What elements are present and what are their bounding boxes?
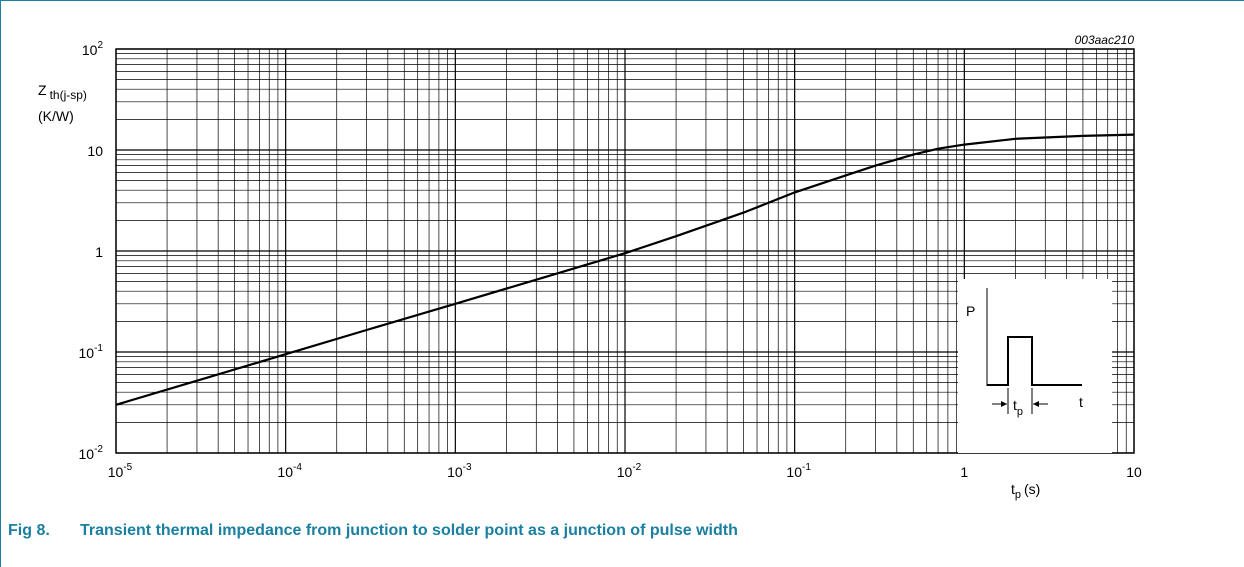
inset-background xyxy=(958,279,1112,453)
y-tick-label: 10-2 xyxy=(79,444,104,462)
y-tick-label: 102 xyxy=(82,40,104,58)
plot-border xyxy=(115,48,1135,454)
inset-arrowhead-right xyxy=(1033,401,1039,407)
inset-arrowhead-left xyxy=(1001,401,1007,407)
x-tick-label: 10-4 xyxy=(277,462,302,480)
x-tick-label: 10-5 xyxy=(108,462,133,480)
figure-code: 003aac210 xyxy=(1075,33,1135,47)
x-tick-label: 1 xyxy=(960,464,968,480)
y-tick-label: 10-1 xyxy=(79,343,104,361)
y-tick-label: 10 xyxy=(87,143,103,159)
figure-caption: Fig 8. Transient thermal impedance from j… xyxy=(8,522,738,540)
impedance-curve xyxy=(115,133,1135,406)
x-tick-label: 10-1 xyxy=(786,462,811,480)
axis-labels: 10-5 10-4 10-3 10-2 10-1 1 10 10-2 10-1 1 10 102 Z th… xyxy=(38,33,1142,501)
x-tick-label: 10 xyxy=(1126,464,1142,480)
x-tick-label: 10-3 xyxy=(447,462,472,480)
inset-pulse xyxy=(987,336,1082,386)
inset-p-label: P xyxy=(966,303,975,319)
inset-t-label: t xyxy=(1079,394,1083,410)
major-grid xyxy=(115,48,1135,454)
y-axis-unit: (K/W) xyxy=(38,108,74,124)
pulse-inset: Pt tp xyxy=(958,279,1112,453)
x-axis-label: tp (s) xyxy=(1011,481,1040,501)
figure-title: Transient thermal impedance from junctio… xyxy=(80,522,738,539)
x-tick-label: 10-2 xyxy=(617,462,642,480)
y-tick-label: 1 xyxy=(95,244,103,260)
inset-tp-label: tp xyxy=(1013,397,1023,418)
figure-number: Fig 8. xyxy=(8,522,50,539)
